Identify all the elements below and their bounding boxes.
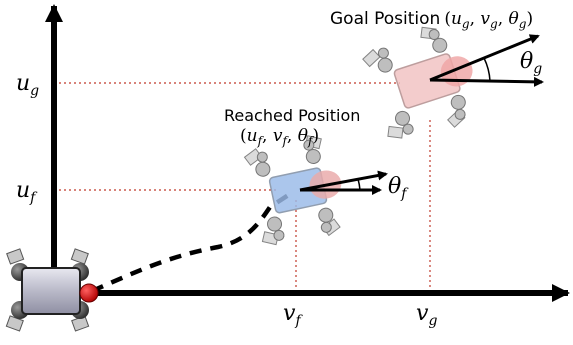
- reached-heading: [299, 170, 388, 195]
- goal-title: Goal Position (ug, vg, θg): [330, 9, 533, 31]
- start-marker: [79, 283, 99, 303]
- x-tick-goal: vg: [416, 301, 437, 329]
- reached-title: Reached Position: [224, 106, 360, 125]
- x-tick-reached: vf: [283, 301, 303, 329]
- goal-heading: [429, 34, 544, 87]
- goal-angle-label: θg: [520, 49, 542, 77]
- reached-coords: (uf, vf, θf): [240, 126, 319, 148]
- reached-robot-icon: [243, 135, 342, 246]
- trajectory-path: [91, 192, 292, 294]
- guide-lines: [54, 82, 431, 293]
- reached-angle-label: θf: [388, 174, 409, 202]
- y-tick-reached: uf: [16, 178, 38, 206]
- y-tick-goal: ug: [16, 71, 39, 99]
- goal-robot-icon: [362, 26, 473, 139]
- start-robot-icon: [5, 248, 99, 332]
